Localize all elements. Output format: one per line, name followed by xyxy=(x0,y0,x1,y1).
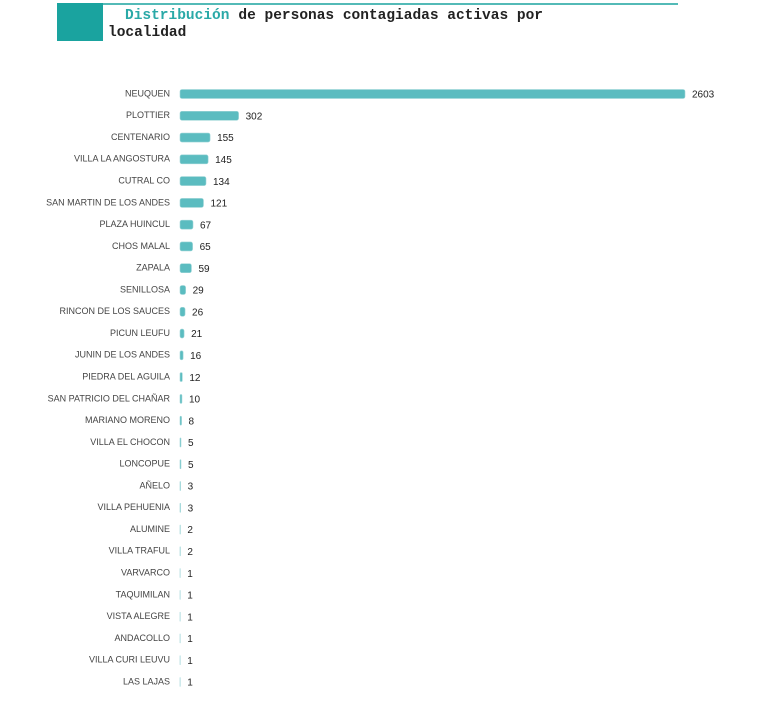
value-label: 10 xyxy=(189,395,201,406)
bar xyxy=(179,285,186,295)
category-label: VILLA LA ANGOSTURA xyxy=(74,154,170,164)
value-label: 155 xyxy=(217,133,234,144)
bar xyxy=(179,502,181,513)
category-label: PLOTTIER xyxy=(126,110,171,120)
category-label: SENILLOSA xyxy=(120,284,170,294)
value-label: 2 xyxy=(187,525,193,536)
value-label: 145 xyxy=(215,155,232,166)
category-label: VILLA PEHUENIA xyxy=(97,502,170,512)
value-label: 26 xyxy=(192,307,204,318)
value-label: 21 xyxy=(191,329,203,340)
bar xyxy=(179,176,207,186)
bar xyxy=(179,328,185,339)
category-label: CHOS MALAL xyxy=(112,241,170,251)
category-label: JUNIN DE LOS ANDES xyxy=(75,350,170,360)
category-label: MARIANO MORENO xyxy=(85,415,170,425)
value-label: 3 xyxy=(188,503,194,514)
value-label: 1 xyxy=(187,591,193,602)
category-label: ZAPALA xyxy=(136,263,170,273)
value-label: 29 xyxy=(193,286,205,297)
category-label: NEUQUEN xyxy=(125,88,170,98)
bar xyxy=(179,241,193,252)
bar xyxy=(179,132,211,143)
value-label: 3 xyxy=(188,482,194,493)
value-label: 65 xyxy=(200,242,212,253)
title-highlight: Distribución xyxy=(125,8,229,24)
value-label: 67 xyxy=(200,220,212,231)
category-label: LONCOPUE xyxy=(119,459,170,469)
value-label: 8 xyxy=(189,416,195,427)
bar xyxy=(179,481,181,491)
bar xyxy=(179,372,183,382)
title-rest: de personas contagiadas activas por xyxy=(238,8,543,24)
value-label: 2 xyxy=(187,547,193,558)
category-label: VISTA ALEGRE xyxy=(107,611,170,621)
value-label: 302 xyxy=(246,111,263,122)
title-line2: localidad xyxy=(108,25,186,41)
bar xyxy=(179,198,204,208)
value-label: 16 xyxy=(190,351,202,362)
category-label: LAS LAJAS xyxy=(123,676,170,686)
value-label: 1 xyxy=(187,634,193,645)
bar xyxy=(179,437,182,448)
category-label: ALUMINE xyxy=(130,524,170,534)
category-label: RINCON DE LOS SAUCES xyxy=(59,306,170,316)
value-label: 134 xyxy=(213,177,230,188)
category-label: AÑELO xyxy=(139,480,170,490)
category-label: CUTRAL CO xyxy=(118,175,170,185)
bar xyxy=(179,154,209,165)
bar xyxy=(179,394,183,404)
bar xyxy=(179,415,182,426)
value-label: 12 xyxy=(189,373,201,384)
category-label: VILLA TRAFUL xyxy=(109,546,170,556)
value-label: 5 xyxy=(188,460,194,471)
bar xyxy=(179,219,194,230)
bar xyxy=(179,350,184,361)
bar xyxy=(179,306,186,317)
bar xyxy=(179,459,182,470)
value-label: 1 xyxy=(187,656,193,667)
value-label: 121 xyxy=(210,199,227,210)
chart-title: Distribución de personas contagiadas acti… xyxy=(125,8,543,24)
value-label: 2603 xyxy=(692,90,715,101)
value-label: 59 xyxy=(198,264,210,275)
bar xyxy=(179,110,239,121)
category-label: SAN PATRICIO DEL CHAÑAR xyxy=(48,393,171,403)
value-label: 1 xyxy=(187,569,193,580)
bar xyxy=(179,263,192,274)
category-label: CENTENARIO xyxy=(111,132,170,142)
category-label: VARVARCO xyxy=(121,567,170,577)
bar xyxy=(179,89,686,99)
value-label: 1 xyxy=(187,678,193,689)
value-label: 5 xyxy=(188,438,194,449)
category-label: PIEDRA DEL AGUILA xyxy=(82,371,170,381)
category-label: VILLA CURI LEUVU xyxy=(89,655,170,665)
category-label: PICUN LEUFU xyxy=(110,328,170,338)
title-block xyxy=(57,3,103,41)
category-label: VILLA EL CHOCON xyxy=(90,437,170,447)
category-label: PLAZA HUINCUL xyxy=(99,219,170,229)
category-label: TAQUIMILAN xyxy=(116,589,170,599)
category-label: SAN MARTIN DE LOS ANDES xyxy=(46,197,170,207)
category-label: ANDACOLLO xyxy=(114,633,170,643)
value-label: 1 xyxy=(187,612,193,623)
